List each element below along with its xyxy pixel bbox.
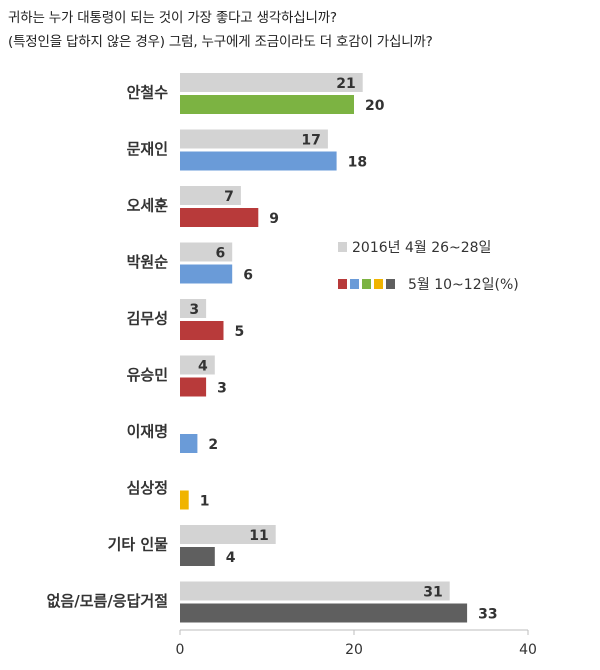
category-label: 기타 인물 [108, 536, 169, 554]
data-label-series1: 7 [224, 189, 234, 205]
bar-series1 [180, 299, 207, 318]
bar-series1 [180, 525, 276, 544]
legend-swatch-series2 [350, 279, 359, 289]
bar-series2 [180, 321, 224, 340]
bar-series1 [180, 73, 363, 92]
x-tick-label: 40 [519, 642, 537, 658]
category-label: 김무성 [127, 310, 168, 328]
legend-swatch-series2 [362, 279, 371, 289]
data-label-series1: 4 [198, 359, 208, 375]
category-label: 없음/모름/응답거절 [47, 592, 168, 610]
bar-series2 [180, 208, 259, 227]
bar-series2 [180, 603, 468, 623]
data-label-series1: 17 [301, 133, 320, 149]
data-label-series2: 18 [348, 155, 367, 171]
legend-swatch-series1 [338, 242, 347, 252]
data-label-series2: 20 [365, 98, 385, 114]
bar-series1 [180, 242, 233, 262]
legend-label-series2: 5월 10~12일(%) [408, 277, 519, 293]
category-label: 문재인 [127, 140, 168, 158]
data-label-series2: 1 [200, 494, 210, 510]
category-label: 유승민 [127, 366, 168, 384]
bar-series2 [180, 547, 215, 566]
data-label-series1: 6 [215, 246, 225, 262]
chart-title-line-2: (특정인을 답하지 않은 경우) 그럼, 누구에게 조금이라도 더 호감이 가십… [8, 34, 433, 50]
x-tick-label: 20 [345, 642, 363, 658]
x-tick-label: 0 [176, 642, 185, 658]
category-label: 오세훈 [127, 197, 169, 215]
bar-series2 [180, 151, 337, 171]
data-label-series1: 11 [249, 528, 268, 544]
data-label-series2: 5 [235, 324, 245, 340]
legend-swatch-series2 [386, 279, 395, 289]
data-label-series1: 21 [336, 76, 355, 92]
bar-series2 [180, 264, 233, 284]
bar-series2 [180, 377, 207, 397]
category-label: 심상정 [127, 479, 168, 497]
chart-title-line-1: 귀하는 누가 대통령이 되는 것이 가장 좋다고 생각하십니까? [8, 10, 337, 26]
legend-label-series1: 2016년 4월 26~28일 [352, 240, 491, 256]
data-label-series2: 4 [226, 550, 236, 566]
bar-series2 [180, 490, 189, 510]
data-label-series2: 3 [217, 381, 227, 397]
data-label-series1: 3 [189, 302, 199, 318]
legend-swatch-series2 [374, 279, 383, 289]
category-label: 이재명 [127, 423, 168, 441]
bar-series1 [180, 581, 450, 601]
data-label-series2: 9 [269, 211, 279, 227]
category-label: 안철수 [127, 84, 169, 102]
category-label: 박원순 [127, 253, 169, 271]
data-label-series1: 31 [423, 585, 442, 601]
bar-series1 [180, 129, 328, 149]
legend-swatch-series2 [338, 279, 347, 289]
bar-series2 [180, 434, 198, 453]
data-label-series2: 6 [243, 268, 253, 284]
data-label-series2: 33 [478, 607, 497, 623]
bar-series1 [180, 355, 215, 375]
bar-series1 [180, 186, 241, 205]
bar-series2 [180, 95, 354, 114]
data-label-series2: 2 [208, 437, 218, 453]
